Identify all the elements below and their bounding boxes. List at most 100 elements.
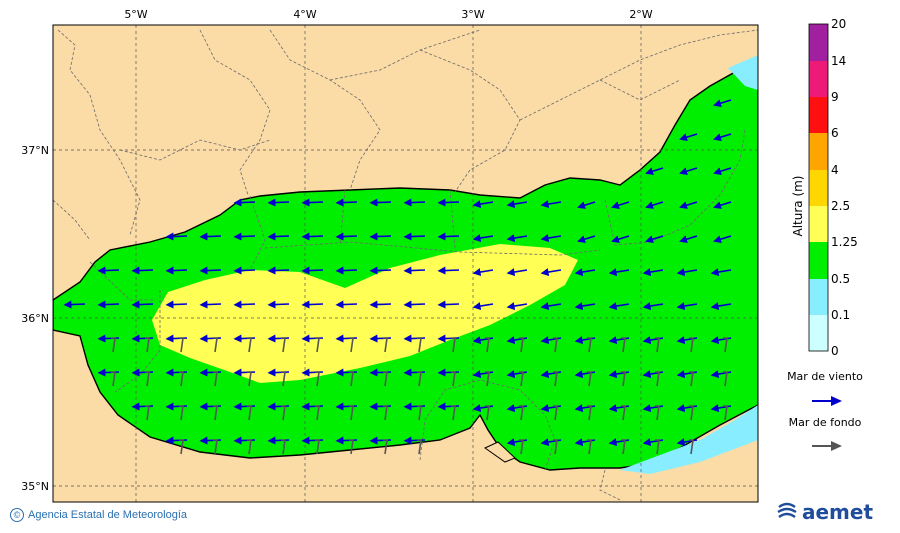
wind-sea-arrow	[199, 368, 222, 377]
wind-sea-arrow	[97, 368, 120, 377]
wind-sea-arrow	[713, 167, 732, 176]
wind-sea-arrow	[577, 235, 596, 244]
wind-sea-arrow	[267, 368, 290, 377]
wind-sea-arrow	[574, 268, 596, 276]
wind-sea-arrow	[608, 438, 630, 446]
swell-arrow	[179, 371, 184, 387]
wind-sea-arrow	[713, 201, 732, 210]
wind-sea-arrow	[472, 268, 494, 276]
swell-arrow	[655, 337, 660, 353]
copyright-icon: ©	[10, 508, 24, 522]
legend-band-0.1-0.5	[809, 279, 828, 315]
wind-sea-arrow	[199, 266, 222, 275]
legend-band-0-0.1	[809, 315, 828, 351]
swell-arrow	[315, 337, 320, 353]
wind-sea-arrow	[642, 302, 664, 310]
swell-arrow	[213, 439, 218, 455]
wind-sea-arrow	[506, 200, 528, 208]
swell-arrow	[621, 371, 626, 387]
wind-sea-arrow	[233, 402, 256, 411]
legend-level: 20	[831, 17, 846, 31]
wind-sea-arrow	[403, 266, 426, 275]
map-frame	[52, 24, 759, 503]
swell-arrow	[587, 371, 592, 387]
wind-sea-arrow	[540, 234, 562, 242]
wind-sea-arrow	[63, 300, 86, 309]
swell-arrow	[315, 439, 320, 455]
swell-arrow	[383, 371, 388, 387]
wind-sea-arrow	[301, 368, 324, 377]
wind-sea-arrow	[437, 232, 460, 241]
wind-sea-arrow	[301, 266, 324, 275]
wind-sea-arrow	[611, 235, 630, 244]
swell-arrow	[553, 405, 558, 421]
wind-sea-arrow	[608, 302, 630, 310]
wind-sea-arrow	[679, 201, 698, 210]
wind-sea-arrow	[506, 438, 528, 446]
wind-sea-arrow	[165, 402, 188, 411]
swell-arrow	[213, 371, 218, 387]
wind-sea-arrow	[131, 368, 154, 377]
wind-sea-arrow	[165, 334, 188, 343]
wind-sea-arrow	[642, 438, 664, 446]
lat-label-35n: 35°N	[21, 480, 49, 493]
swell-arrow	[179, 439, 184, 455]
wind-sea-arrow	[233, 368, 256, 377]
wind-sea-arrow	[472, 370, 494, 378]
wind-sea-arrow	[506, 370, 528, 378]
swell-arrow	[111, 337, 116, 353]
swell-arrow	[485, 405, 490, 421]
wind-sea-arrow	[165, 368, 188, 377]
legend-band-0.5-1.25	[809, 242, 828, 279]
aemet-wordmark: aemet	[802, 500, 874, 524]
wind-sea-arrow	[472, 234, 494, 242]
legend-level: 4	[831, 163, 839, 177]
wind-sea-arrow	[335, 436, 358, 445]
wind-sea-arrow	[574, 336, 596, 344]
swell-arrow	[247, 439, 252, 455]
wind-sea-arrow	[131, 266, 154, 275]
swell-arrow	[145, 405, 150, 421]
swell-arrow	[213, 405, 218, 421]
swell-arrow	[689, 405, 694, 421]
wind-sea-arrow	[301, 402, 324, 411]
legend-band-4-6	[809, 133, 828, 170]
legend-band-2.5-4	[809, 170, 828, 206]
swell-arrow	[281, 439, 286, 455]
wind-sea-arrow	[335, 402, 358, 411]
wind-sea-arrow	[437, 300, 460, 309]
wind-sea-arrow	[369, 232, 392, 241]
wind-sea-arrow	[713, 99, 732, 108]
swell-arrow	[519, 371, 524, 387]
legend-title: Altura (m)	[791, 175, 805, 236]
wind-sea-arrow	[540, 336, 562, 344]
sea-area-cyan-ne	[728, 55, 758, 90]
wind-sea-arrow	[679, 167, 698, 176]
wind-sea-arrow	[403, 198, 426, 207]
swell-arrow	[417, 439, 422, 455]
wind-sea-arrow	[233, 266, 256, 275]
lat-label-36n: 36°N	[21, 312, 49, 325]
legend-level: 9	[831, 90, 839, 104]
swell-arrow	[689, 371, 694, 387]
wind-sea-arrow	[437, 266, 460, 275]
legend-level: 14	[831, 54, 846, 68]
wind-sea-arrow	[267, 436, 290, 445]
wind-sea-arrow	[165, 266, 188, 275]
wind-sea-arrow	[710, 302, 732, 310]
wind-sea-arrow	[335, 232, 358, 241]
swell-arrow	[145, 337, 150, 353]
swell-arrow	[349, 439, 354, 455]
swell-arrow	[655, 371, 660, 387]
lat-label-37n: 37°N	[21, 144, 49, 157]
wind-sea-arrow	[608, 336, 630, 344]
swell-arrow	[587, 337, 592, 353]
lon-label-5w: 5°W	[124, 8, 147, 21]
swell-arrow	[111, 371, 116, 387]
swell-arrow	[315, 371, 320, 387]
wind-sea-arrow	[645, 167, 664, 176]
wind-sea-arrow	[369, 266, 392, 275]
agency-credit: © Agencia Estatal de Meteorología	[10, 508, 187, 522]
legend-band-6-9	[809, 97, 828, 133]
wind-sea-arrow	[642, 370, 664, 378]
